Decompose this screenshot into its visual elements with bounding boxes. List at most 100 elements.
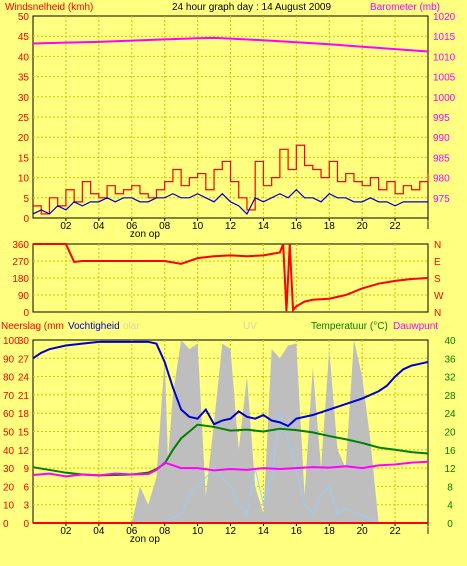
compass-label: N	[434, 240, 441, 251]
x-tick-label: 02	[60, 526, 72, 537]
humidity-tick-label: 90	[3, 354, 15, 365]
y2-tick-label: 1015	[433, 32, 456, 43]
x-tick-label: 04	[93, 526, 105, 537]
direction-tick-label: 180	[12, 274, 29, 285]
rain-label: Neerslag (mm	[1, 321, 64, 332]
x-tick-label: 22	[390, 221, 402, 232]
y2-tick-label: 980	[433, 174, 450, 185]
y-tick-label: 20	[18, 133, 30, 144]
humidity-tick-label: 0	[3, 519, 9, 530]
y-tick-label: 15	[18, 153, 30, 164]
x-tick-label: 08	[159, 221, 171, 232]
temp-tick-label: 16	[444, 446, 456, 457]
x-tick-label: 10	[192, 221, 204, 232]
y-tick-label: 0	[23, 214, 29, 225]
rain-tick-label: 15	[18, 428, 30, 439]
humidity-tick-label: 30	[3, 464, 15, 475]
humidity-tick-label: 20	[3, 482, 15, 493]
rain-tick-label: 30	[18, 336, 30, 347]
x-tick-label: 12	[225, 221, 237, 232]
rain-tick-label: 12	[18, 446, 30, 457]
temp-tick-label: 12	[444, 464, 456, 475]
y2-tick-label: 995	[433, 113, 450, 124]
x-tick-label: 12	[225, 526, 237, 537]
dewpoint-label: Dauwpunt	[393, 321, 438, 332]
y-tick-label: 45	[18, 32, 30, 43]
x-tick-label: 14	[258, 526, 270, 537]
rain-tick-label: 27	[18, 354, 30, 365]
x-tick-label: 20	[357, 221, 369, 232]
x-tick-label: 14	[258, 221, 270, 232]
x-tick-label: l	[427, 221, 429, 232]
humidity-tick-label: 60	[3, 409, 15, 420]
rain-tick-label: 24	[18, 373, 30, 384]
x-tick-label: 22	[390, 526, 402, 537]
series-line-magenta	[32, 36, 429, 53]
y2-tick-label: 990	[433, 133, 450, 144]
temp-tick-label: 20	[444, 428, 456, 439]
humidity-tick-label: 10	[3, 501, 15, 512]
sunrise-label: zon op	[130, 534, 160, 545]
solar-label: olar	[123, 321, 140, 332]
x-tick-label: 18	[324, 221, 336, 232]
y2-tick-label: 1000	[433, 93, 456, 104]
rain-tick-label: 3	[23, 501, 29, 512]
series-line-direction	[33, 243, 429, 313]
direction-tick-label: 90	[18, 291, 30, 302]
temp-tick-label: 4	[447, 501, 453, 512]
compass-label: W	[434, 291, 444, 302]
temp-tick-label: 32	[444, 373, 456, 384]
humidity-tick-label: 100	[3, 336, 20, 347]
y-tick-label: 5	[23, 194, 29, 205]
temp-tick-label: 24	[444, 409, 456, 420]
y2-tick-label: 1005	[433, 73, 456, 84]
x-tick-label: 08	[159, 526, 171, 537]
humidity-tick-label: 50	[3, 428, 15, 439]
humidity-tick-label: 70	[3, 391, 15, 402]
y2-tick-label: 1010	[433, 52, 456, 63]
series-line-red	[33, 144, 429, 215]
temp-tick-label: 28	[444, 391, 456, 402]
y2-tick-label: 985	[433, 153, 450, 164]
x-tick-label: l	[427, 526, 429, 537]
series-line-vochtigheid	[32, 340, 429, 428]
series-line-uv	[164, 413, 379, 524]
temp-tick-label: 0	[447, 519, 453, 530]
wind-speed-label: Windsnelheid (kmh)	[5, 2, 93, 13]
y-tick-label: 30	[18, 93, 30, 104]
y2-tick-label: 975	[433, 194, 450, 205]
compass-label: E	[434, 257, 441, 268]
y-tick-label: 35	[18, 73, 30, 84]
solar-area	[131, 340, 379, 523]
y-tick-label: 50	[18, 12, 30, 23]
y-tick-label: 40	[18, 52, 30, 63]
x-tick-label: 20	[357, 526, 369, 537]
humidity-label: Vochtigheid	[68, 321, 120, 332]
direction-tick-label: 270	[12, 257, 29, 268]
compass-label: S	[434, 274, 441, 285]
rain-tick-label: 21	[18, 391, 30, 402]
temp-tick-label: 36	[444, 354, 456, 365]
temp-tick-label: 40	[444, 336, 456, 347]
direction-tick-label: 0	[23, 308, 29, 319]
sunrise-label: zon op	[130, 229, 160, 240]
compass-label: N	[434, 308, 441, 319]
y-tick-label: 25	[18, 113, 30, 124]
temperature-label: Temperatuur (°C)	[311, 321, 388, 332]
x-tick-label: 16	[291, 221, 303, 232]
humidity-tick-label: 80	[3, 373, 15, 384]
rain-tick-label: 6	[23, 482, 29, 493]
x-tick-label: 06	[126, 526, 138, 537]
y2-tick-label: 1020	[433, 12, 456, 23]
series-line-blue	[32, 188, 428, 215]
x-tick-label: 10	[192, 526, 204, 537]
x-tick-label: 04	[93, 221, 105, 232]
humidity-tick-label: 40	[3, 446, 15, 457]
x-tick-label: 06	[126, 221, 138, 232]
barometer-label: Barometer (mb)	[370, 2, 440, 13]
x-tick-label: 02	[60, 221, 72, 232]
rain-tick-label: 9	[23, 464, 29, 475]
x-tick-label: 18	[324, 526, 336, 537]
